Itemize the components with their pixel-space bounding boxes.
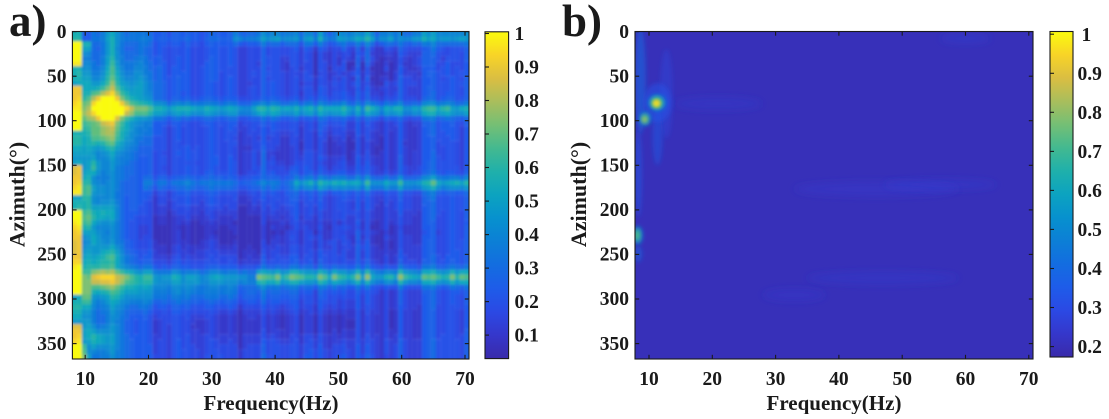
svg-text:100: 100 — [600, 111, 629, 132]
svg-text:150: 150 — [37, 156, 66, 177]
svg-text:0.3: 0.3 — [1078, 298, 1103, 319]
svg-text:150: 150 — [600, 156, 629, 177]
svg-text:0.6: 0.6 — [515, 158, 540, 179]
svg-text:350: 350 — [600, 334, 629, 355]
svg-text:0.2: 0.2 — [1078, 337, 1102, 358]
svg-text:30: 30 — [202, 369, 222, 390]
svg-text:20: 20 — [139, 369, 159, 390]
svg-text:350: 350 — [37, 334, 66, 355]
svg-text:20: 20 — [703, 369, 723, 390]
svg-text:0.9: 0.9 — [515, 58, 540, 79]
svg-text:60: 60 — [392, 369, 412, 390]
svg-text:0.3: 0.3 — [515, 259, 540, 280]
svg-text:50: 50 — [892, 369, 912, 390]
svg-text:200: 200 — [37, 200, 66, 221]
svg-text:0.5: 0.5 — [1078, 220, 1103, 241]
svg-text:50: 50 — [329, 369, 349, 390]
svg-text:1: 1 — [515, 24, 525, 45]
svg-text:60: 60 — [956, 369, 976, 390]
svg-text:0.1: 0.1 — [515, 326, 539, 347]
svg-text:250: 250 — [600, 245, 629, 266]
svg-text:Azimuth(°): Azimuth(°) — [5, 142, 30, 247]
svg-text:0: 0 — [57, 22, 67, 43]
svg-text:300: 300 — [37, 289, 66, 310]
svg-text:Frequency(Hz): Frequency(Hz) — [767, 391, 902, 414]
svg-text:40: 40 — [265, 369, 285, 390]
svg-text:a): a) — [9, 0, 47, 46]
svg-text:Frequency(Hz): Frequency(Hz) — [204, 391, 339, 414]
svg-text:0.4: 0.4 — [1078, 259, 1103, 280]
svg-text:1: 1 — [1082, 25, 1092, 46]
svg-text:0.2: 0.2 — [515, 292, 539, 313]
svg-text:0.5: 0.5 — [515, 192, 540, 213]
svg-text:b): b) — [562, 0, 602, 46]
svg-text:10: 10 — [75, 369, 95, 390]
svg-text:0.9: 0.9 — [1078, 64, 1103, 85]
svg-text:300: 300 — [600, 289, 629, 310]
svg-text:0: 0 — [619, 22, 629, 43]
svg-text:100: 100 — [37, 111, 66, 132]
svg-text:200: 200 — [600, 200, 629, 221]
svg-text:0.7: 0.7 — [1078, 142, 1103, 163]
svg-text:30: 30 — [766, 369, 786, 390]
svg-text:40: 40 — [829, 369, 849, 390]
svg-text:0.7: 0.7 — [515, 125, 540, 146]
svg-text:50: 50 — [610, 66, 630, 87]
svg-text:70: 70 — [1019, 369, 1039, 390]
svg-text:0.8: 0.8 — [515, 91, 540, 112]
svg-text:10: 10 — [639, 369, 659, 390]
svg-text:0.6: 0.6 — [1078, 181, 1103, 202]
svg-text:0.8: 0.8 — [1078, 103, 1103, 124]
svg-text:Azimuth(°): Azimuth(°) — [566, 142, 591, 247]
svg-text:50: 50 — [47, 66, 67, 87]
svg-text:250: 250 — [37, 245, 66, 266]
svg-text:0.4: 0.4 — [515, 225, 540, 246]
svg-text:70: 70 — [455, 369, 475, 390]
